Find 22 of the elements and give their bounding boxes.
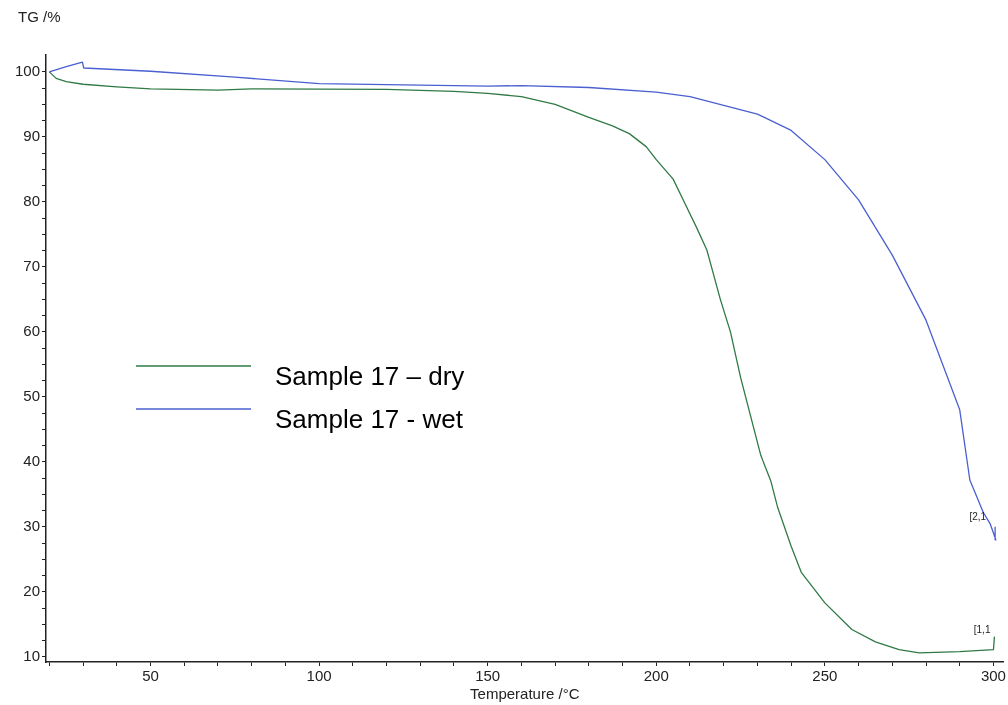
- x-tick-label: 50: [142, 667, 159, 685]
- y-tick-label: 80: [23, 192, 40, 210]
- y-tick-label: 60: [23, 322, 40, 339]
- x-tick-label: 150: [475, 667, 501, 685]
- x-tick-label: 100: [306, 667, 332, 685]
- x-tick-label: 250: [812, 667, 838, 685]
- y-axis-title: TG /%: [18, 8, 61, 26]
- y-tick-label: 30: [23, 516, 40, 534]
- y-tick-label: 70: [23, 257, 40, 275]
- y-tick-label: 20: [23, 581, 40, 599]
- x-tick-label: 200: [643, 667, 669, 685]
- y-tick-label: 10: [23, 646, 40, 664]
- y-tick-label: 90: [23, 127, 40, 145]
- y-tick-label: 40: [23, 451, 40, 469]
- annotation: [1,1: [973, 624, 991, 636]
- y-tick-label: 50: [23, 386, 40, 404]
- legend-label: Sample 17 - wet: [275, 404, 464, 435]
- legend-label: Sample 17 – dry: [275, 361, 465, 392]
- x-tick-label: 300: [980, 667, 1006, 685]
- y-tick-label: 100: [14, 62, 40, 80]
- x-axis-title: Temperature /°C: [470, 685, 580, 703]
- annotation: [2,1: [969, 511, 987, 523]
